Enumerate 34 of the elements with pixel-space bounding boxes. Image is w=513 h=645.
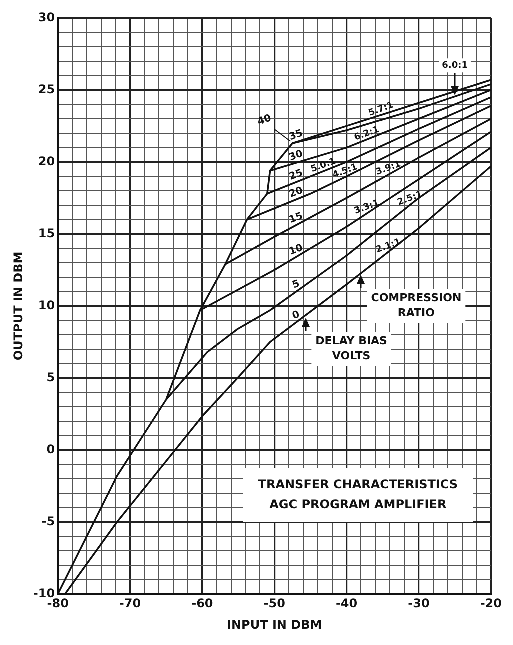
text: 15 bbox=[288, 210, 305, 226]
annotation: DELAY BIAS VOLTS bbox=[316, 334, 388, 363]
annotation: 6.2:1 bbox=[353, 125, 381, 144]
text: 10 bbox=[288, 242, 305, 258]
y-tick-label: -5 bbox=[42, 514, 56, 528]
annotation: 3.3:1 bbox=[353, 198, 381, 217]
x-tick-label: -80 bbox=[47, 596, 69, 611]
text: 20 bbox=[288, 185, 305, 200]
text: 0 bbox=[291, 309, 302, 322]
x-tick-label: -30 bbox=[408, 596, 430, 611]
y-tick-label: 30 bbox=[38, 10, 56, 24]
y-tick-label: 5 bbox=[46, 370, 56, 384]
y-tick-label: 25 bbox=[38, 82, 56, 96]
annotation: 5.7:1 bbox=[368, 100, 396, 119]
x-tick-label: -70 bbox=[119, 596, 142, 611]
text: 5 bbox=[291, 278, 302, 292]
x-tick-label: -50 bbox=[264, 596, 286, 611]
annotation: COMPRESSION RATIO bbox=[371, 291, 462, 320]
y-tick-label: 20 bbox=[38, 154, 56, 168]
legend-label: 35 bbox=[288, 128, 305, 144]
text: 40 bbox=[256, 113, 274, 128]
text: 30 bbox=[288, 148, 305, 164]
text: 25 bbox=[288, 168, 305, 183]
x-tick-label: -60 bbox=[192, 596, 214, 611]
annotation: 3.9:1 bbox=[374, 160, 402, 178]
y-tick-label: 10 bbox=[38, 298, 56, 312]
y-axis-title: OUTPUT IN DBM bbox=[11, 252, 26, 361]
text: TRANSFER CHARACTERISTICS AGC PROGRAM AMPLIFIER bbox=[258, 477, 458, 512]
y-tick-label: 15 bbox=[38, 226, 56, 240]
y-tick-label: 0 bbox=[46, 442, 56, 456]
x-tick-label: -40 bbox=[336, 596, 358, 611]
annotation: 6.0:1 bbox=[442, 60, 468, 71]
x-tick-label: -20 bbox=[480, 596, 502, 611]
x-axis-title: INPUT IN DBM bbox=[227, 618, 322, 632]
